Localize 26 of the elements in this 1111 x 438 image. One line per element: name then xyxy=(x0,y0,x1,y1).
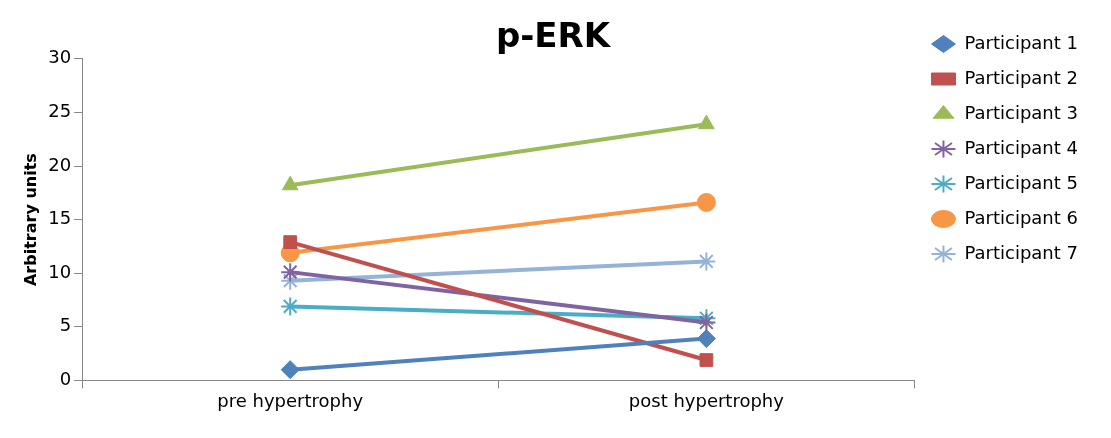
x-tick-label: pre hypertrophy xyxy=(217,389,364,411)
legend-label: Participant 5 xyxy=(964,171,1078,193)
legend-label: Participant 4 xyxy=(964,136,1078,158)
y-tick-label: 5 xyxy=(59,314,72,336)
legend-label: Participant 2 xyxy=(964,66,1078,88)
point xyxy=(696,192,716,212)
point xyxy=(699,353,714,367)
point xyxy=(280,262,301,283)
legend-label: Participant 6 xyxy=(964,206,1078,228)
y-tick-label: 0 xyxy=(59,368,72,390)
y-tick-label: 25 xyxy=(48,100,72,122)
point xyxy=(283,235,298,249)
y-tick-label: 10 xyxy=(48,260,72,282)
point xyxy=(280,296,301,317)
y-axis-title: Arbitrary units xyxy=(20,153,40,287)
y-tick-label: 20 xyxy=(48,153,72,175)
point xyxy=(696,329,716,349)
point xyxy=(696,251,717,272)
legend-label: Participant 3 xyxy=(964,101,1078,123)
point xyxy=(280,360,300,380)
x-tick-label: post hypertrophy xyxy=(628,389,785,411)
y-tick-label: 30 xyxy=(48,46,72,68)
legend-label: Participant 1 xyxy=(964,31,1078,53)
chart-title: p-ERK xyxy=(495,15,612,56)
legend-label: Participant 7 xyxy=(964,241,1078,263)
y-tick-label: 15 xyxy=(48,207,72,229)
